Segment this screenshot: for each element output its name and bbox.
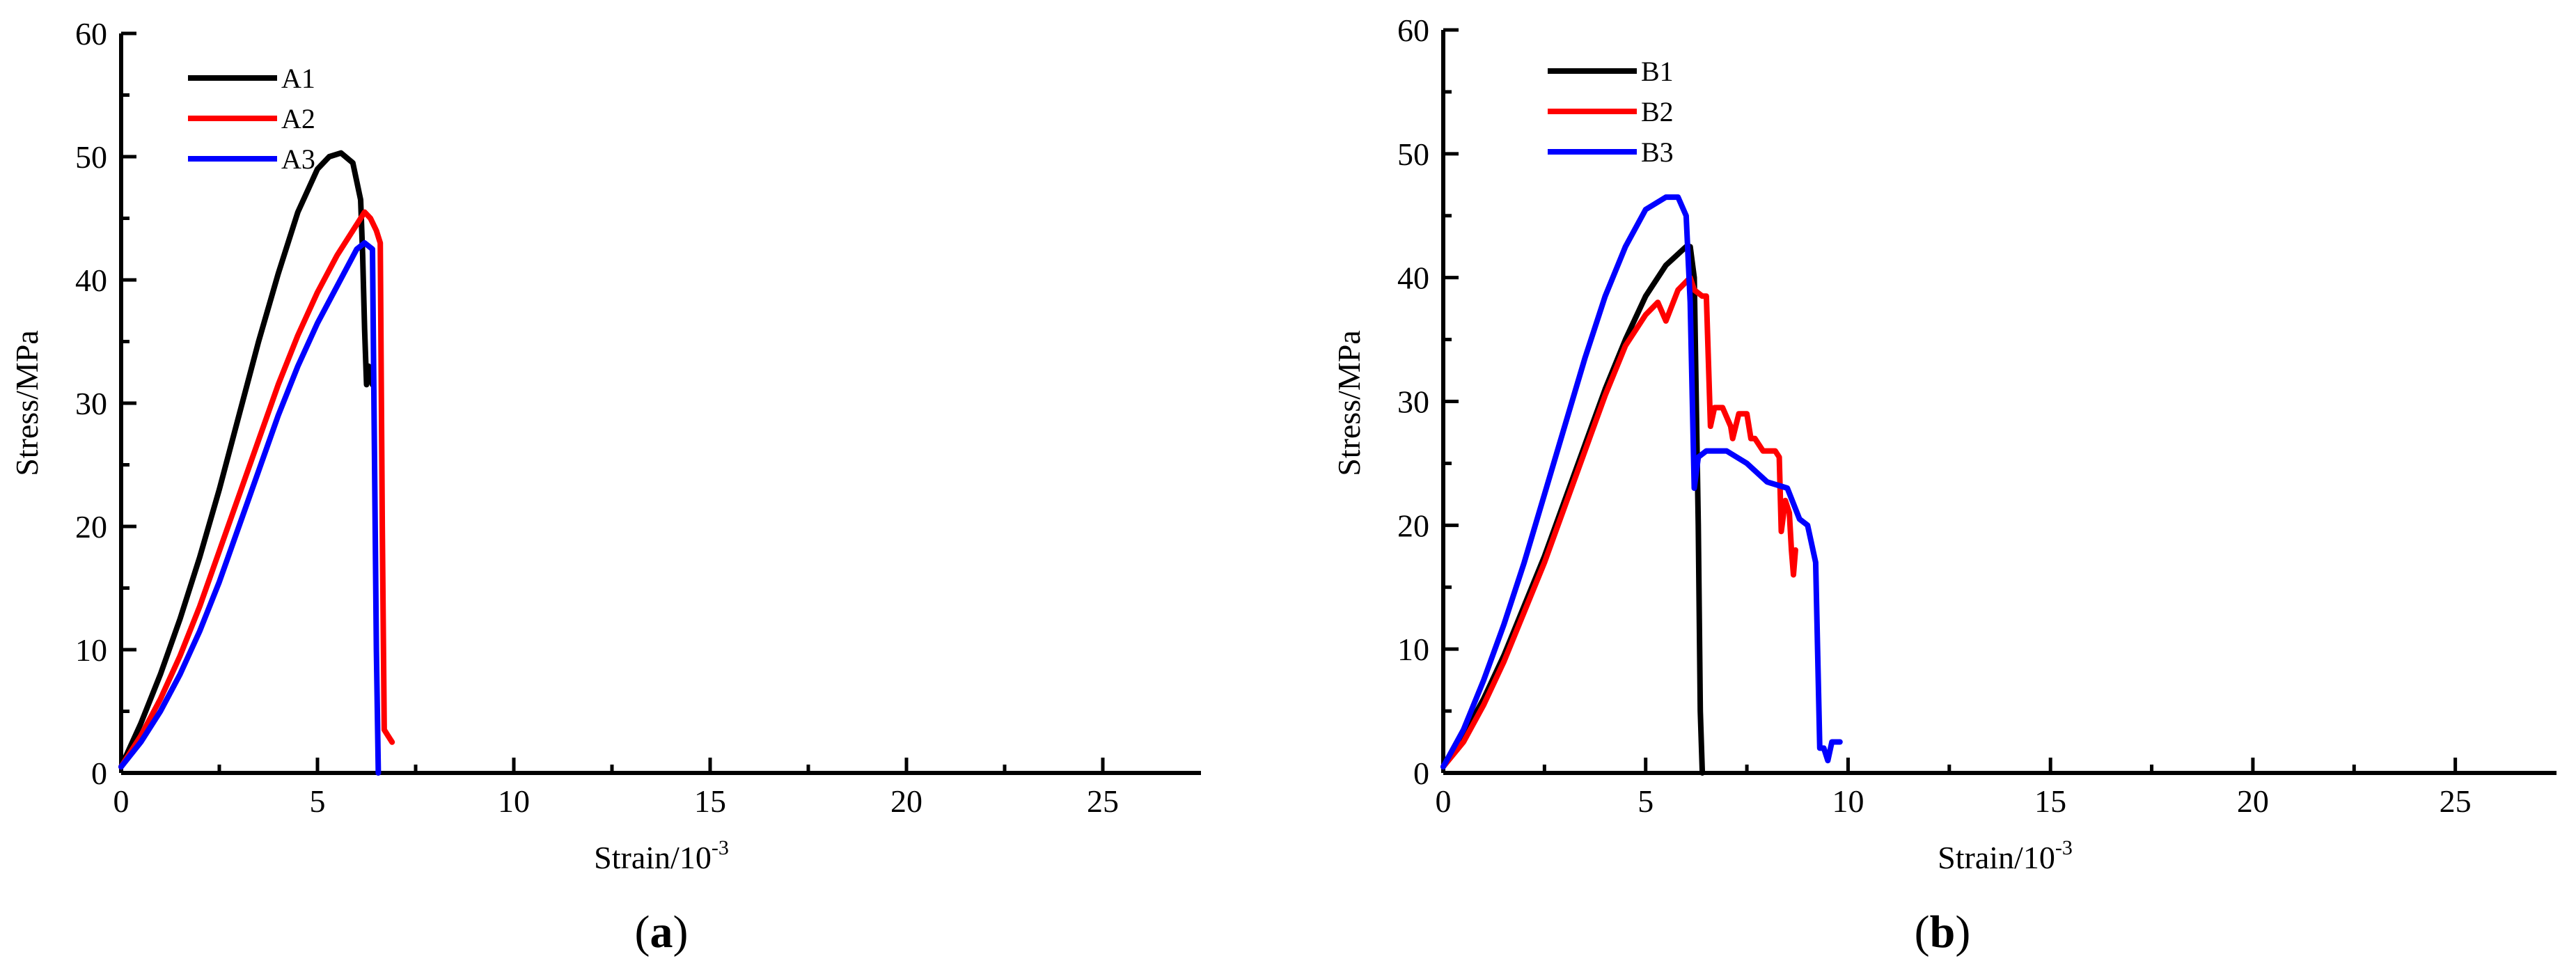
legend-label-b3: B3 [1641, 136, 1674, 168]
x-tick-label: 20 [2237, 783, 2269, 819]
panel-label-b: (b) [1915, 907, 1971, 957]
series-line-a2 [118, 209, 395, 770]
x-axis-title-exponent: -3 [712, 836, 729, 859]
x-tick-label: 10 [498, 783, 530, 819]
y-tick-label: 30 [1397, 384, 1429, 420]
legend-label-a1: A1 [281, 63, 315, 94]
panel-label-a: (a) [635, 907, 689, 957]
series-line-b3 [1440, 194, 1843, 770]
y-tick-label: 20 [1397, 508, 1429, 543]
x-tick-label: 10 [1832, 783, 1864, 819]
legend-label-b1: B1 [1641, 56, 1674, 87]
x-axis-title-text: Strain/10 [1938, 840, 2055, 875]
series-line-a1 [118, 150, 375, 770]
x-axis-title: Strain/10-3 [594, 836, 729, 875]
panel-label-b-text: b [1930, 907, 1956, 957]
legend-label-a3: A3 [281, 143, 315, 175]
series-line-a3 [118, 240, 382, 776]
x-tick-label: 5 [1638, 783, 1654, 819]
y-tick-label: 20 [75, 509, 107, 545]
series-line-b1 [1440, 244, 1706, 776]
x-tick-label: 15 [694, 783, 726, 819]
panel-b-chart: 0 5 10 15 20 25 0 10 20 30 40 50 60 B1 B2 B3 Strain/10… [1331, 13, 2557, 957]
x-axis-title-text: Strain/10 [594, 840, 712, 875]
x-tick-label: 20 [890, 783, 922, 819]
y-tick-label: 30 [75, 386, 107, 421]
y-tick-label: 60 [75, 16, 107, 52]
y-tick-label: 50 [75, 139, 107, 175]
series-line-b2 [1440, 274, 1798, 770]
y-tick-label: 0 [91, 756, 107, 791]
legend-label-a2: A2 [281, 103, 315, 134]
legend-label-b2: B2 [1641, 96, 1674, 127]
x-tick-label: 0 [113, 783, 129, 819]
x-tick-label: 25 [2440, 783, 2472, 819]
x-axis-title-exponent: -3 [2055, 836, 2073, 859]
panel-label-a-text: a [650, 907, 673, 957]
y-tick-label: 40 [75, 263, 107, 298]
x-tick-label: 0 [1436, 783, 1452, 819]
panel-a-chart: 0 5 10 15 20 25 0 10 20 30 40 50 60 A1 A2 A3 Strain/10… [9, 16, 1201, 957]
y-tick-label: 60 [1397, 13, 1429, 48]
x-tick-label: 5 [310, 783, 326, 819]
x-tick-label: 25 [1087, 783, 1119, 819]
y-tick-label: 40 [1397, 260, 1429, 296]
y-axis-title: Stress/MPa [1331, 330, 1367, 476]
y-axis-title: Stress/MPa [9, 330, 45, 476]
y-tick-label: 50 [1397, 136, 1429, 172]
x-tick-label: 15 [2034, 783, 2066, 819]
y-tick-label: 10 [75, 632, 107, 668]
y-tick-label: 10 [1397, 632, 1429, 667]
y-tick-label: 0 [1413, 756, 1429, 791]
x-axis-title: Strain/10-3 [1938, 836, 2073, 875]
